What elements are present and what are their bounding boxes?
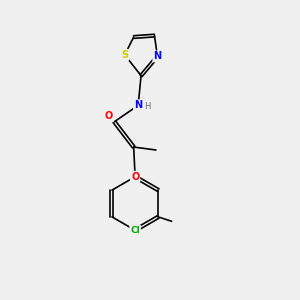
Text: O: O: [131, 172, 139, 182]
Text: S: S: [121, 50, 128, 60]
Text: Cl: Cl: [130, 226, 140, 235]
Text: O: O: [105, 111, 113, 121]
Text: N: N: [134, 100, 142, 110]
Text: H: H: [144, 102, 150, 111]
Text: N: N: [153, 51, 161, 62]
